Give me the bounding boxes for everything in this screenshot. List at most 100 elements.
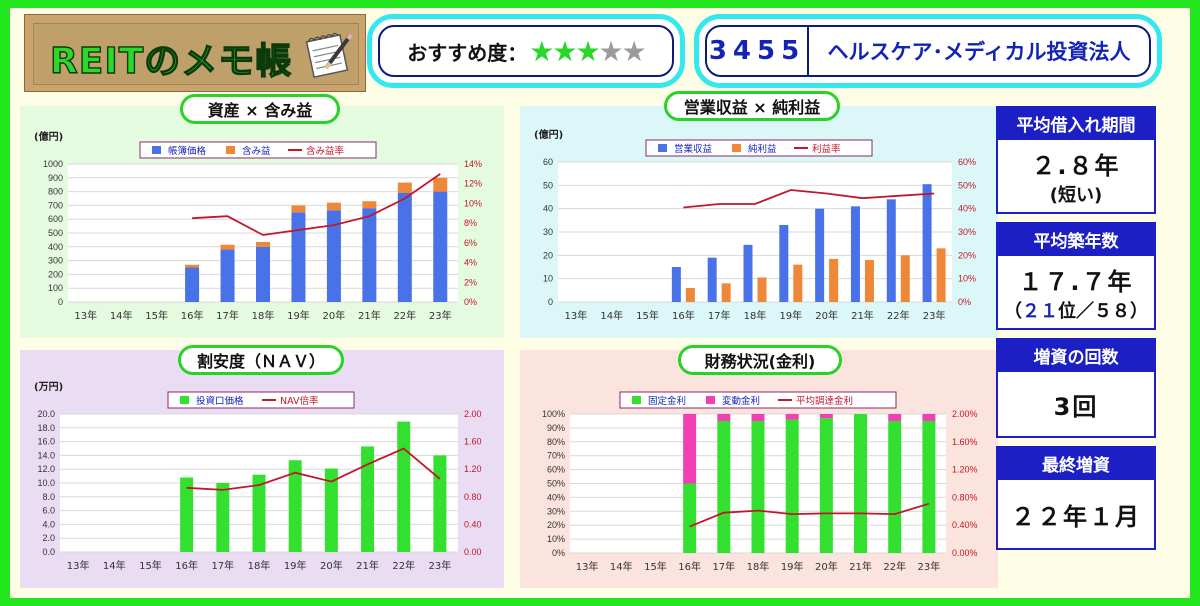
y-tick-label: 2.0 [42,533,55,543]
y2-tick-label: 1.60% [952,437,978,447]
bar-secondary [326,202,341,211]
y-tick-label: 18.0 [37,423,55,433]
x-tick-label: 19年 [284,559,307,572]
x-tick-label: 23年 [429,309,452,322]
bar-secondary [362,201,377,209]
capital-increase-count-value: 3回 [1053,392,1099,421]
x-tick-label: 22年 [393,309,416,322]
star-filled-icon: ★ [552,34,577,68]
y-tick-label: 400 [48,242,63,252]
bar-price [252,474,266,552]
memo-pad-icon [305,32,353,79]
chart-panel-assets: 0 100 200 300 400 500 600 700 800 900 1000 0% 2% 4% 6%… [20,106,504,338]
x-tick-label: 16年 [672,309,695,322]
y-tick-label: 16.0 [37,437,55,447]
y-tick-label: 6.0 [42,506,55,516]
line-series [689,502,930,528]
y2-tick-label: 0.80 [464,492,482,502]
y-tick-label: 60 [543,157,553,167]
y2-tick-label: 10% [958,274,976,284]
bar-secondary [291,205,306,213]
y-tick-label: 0.0 [42,547,55,557]
y2-tick-label: 0.40 [464,519,482,529]
y-tick-label: 20.0 [37,409,55,419]
rank-paren-close: ） [1130,300,1148,322]
y2-tick-label: 60% [958,157,976,167]
y-tick-label: 90% [547,423,565,433]
chart-svg: 0% 10% 20% 30% 40% 50% 60% 70% 80% 90% 100% 0.00% 0.… [542,391,978,573]
chart-title-revenue: 営業収益 × 純利益 [664,91,840,121]
bar-price [216,483,230,552]
legend-swatch [706,396,715,404]
recommendation-inner: おすすめ度： ★★★★★ [378,25,674,77]
bar-revenue [815,208,825,302]
line-series [683,189,935,209]
y-tick-label: 100% [542,409,565,419]
legend-swatch [226,146,235,154]
x-tick-label: 18年 [248,559,271,572]
y2-tick-label: 1.20 [464,464,482,474]
y-tick-label: 800 [48,187,63,197]
building-age-rank: （２１位／５８） [1004,297,1148,323]
y-tick-label: 80% [547,437,565,447]
x-tick-label: 17年 [712,560,735,573]
legend-swatch [732,144,741,152]
x-tick-label: 21年 [358,309,381,322]
bar-revenue [850,206,860,302]
y2-tick-label: 1.60 [464,437,482,447]
legend-label: 含み益率 [306,145,345,157]
bar-primary [397,192,412,302]
y-tick-label: 300 [48,256,63,266]
y-tick-label: 40 [543,204,553,214]
y2-tick-label: 40% [958,204,976,214]
chart-title-interest: 財務状況(金利) [678,345,842,375]
y-tick-label: 40% [547,492,565,502]
borrow-period-note: (短い) [1049,184,1103,206]
x-tick-label: 15年 [636,309,659,322]
y2-tick-label: 8% [464,218,477,228]
bar-revenue [707,257,717,302]
x-tick-label: 15年 [139,559,162,572]
star-filled-icon: ★ [575,34,600,68]
y-tick-label: 14.0 [37,450,55,460]
y-tick-label: 0 [58,297,63,307]
y-tick-label: 8.0 [42,492,55,502]
bar-profit [685,288,695,302]
bar-price [324,468,338,552]
legend-label: 純利益 [748,143,777,155]
bar-primary [185,267,200,302]
chart-svg: 0.0 2.0 4.0 6.0 8.0 10.0 12.0 14.0 16.0 18.0 20.0 0… [34,381,482,572]
y2-tick-label: 20% [958,250,976,260]
y2-tick-label: 2% [464,277,477,287]
legend-label: 投資口価格 [196,395,244,407]
bar-primary [256,246,270,302]
legend-box [139,141,377,159]
bar-revenue [671,267,681,302]
x-tick-label: 18年 [747,560,770,573]
bar-primary [683,483,697,553]
legend-swatch [658,144,667,152]
x-tick-label: 19年 [779,309,802,322]
y2-tick-label: 4% [464,258,477,268]
bar-primary [291,212,306,302]
borrow-period-header: 平均借入れ期間 [996,106,1156,140]
y2-tick-label: 30% [958,227,976,237]
chart-title-assets: 資産 × 含み益 [180,94,340,124]
bar-profit [829,258,839,302]
y-tick-label: 500 [48,228,63,238]
bar-secondary [185,264,200,268]
x-tick-label: 19年 [287,309,310,322]
borrow-period-body: ２.８年 (短い) [996,140,1156,214]
reit-id-box: 3455 ヘルスケア･メディカル投資法人 [694,14,1162,88]
bar-primary [362,208,377,302]
bar-primary [922,420,936,553]
star-empty-icon: ★ [598,34,624,68]
x-tick-label: 17年 [211,559,234,572]
recommendation-box: おすすめ度： ★★★★★ [367,14,685,88]
legend-box [645,139,873,157]
x-tick-label: 14年 [110,309,133,322]
bar-primary [326,210,341,302]
legend-label: NAV倍率 [280,395,319,407]
bar-primary [785,419,799,553]
bar-price [361,446,375,552]
